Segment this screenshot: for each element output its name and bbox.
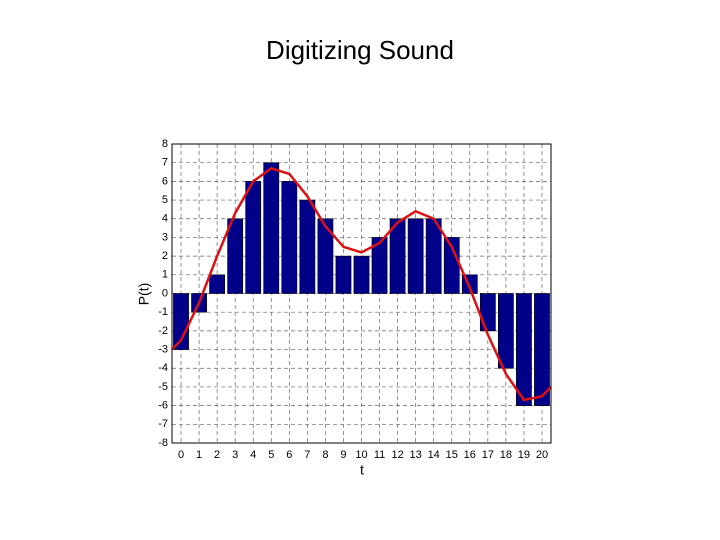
bar <box>516 293 532 406</box>
bar <box>534 293 550 406</box>
x-tick-label: 15 <box>446 449 458 461</box>
bar <box>479 293 496 332</box>
x-tick-label: 3 <box>232 449 238 461</box>
bar <box>299 199 316 294</box>
x-tick-label: 12 <box>391 449 403 461</box>
y-tick-label: -2 <box>158 325 168 337</box>
x-tick-label: 10 <box>355 449 367 461</box>
x-tick-label: 6 <box>286 449 292 461</box>
bar <box>425 218 442 294</box>
x-tick-label: 9 <box>340 449 346 461</box>
x-tick-label: 1 <box>196 449 202 461</box>
x-tick-label: 4 <box>250 449 256 461</box>
bar <box>263 162 280 294</box>
x-tick-label: 5 <box>268 449 274 461</box>
bar <box>245 181 262 294</box>
y-tick-label: 2 <box>162 250 168 262</box>
y-tick-label: 7 <box>162 157 168 169</box>
y-tick-label: 0 <box>162 287 168 299</box>
bar <box>335 255 352 294</box>
x-tick-label: 18 <box>500 449 512 461</box>
bar <box>371 237 388 294</box>
x-tick-label: 17 <box>482 449 494 461</box>
x-axis-label: t <box>360 462 364 478</box>
x-tick-label: 0 <box>178 449 184 461</box>
bar <box>227 218 244 294</box>
bar <box>389 218 406 294</box>
y-tick-label: -8 <box>158 437 168 449</box>
y-tick-label: 5 <box>162 194 168 206</box>
y-tick-label: -4 <box>158 362 168 374</box>
x-tick-label: 8 <box>322 449 328 461</box>
bar <box>317 218 334 294</box>
y-tick-label: -1 <box>158 306 168 318</box>
y-tick-label: -3 <box>158 343 168 355</box>
x-tick-label: 2 <box>214 449 220 461</box>
x-tick-label: 13 <box>410 449 422 461</box>
y-tick-label: 6 <box>162 175 168 187</box>
x-tick-label: 19 <box>518 449 530 461</box>
slide-title: Digitizing Sound <box>266 35 454 65</box>
y-tick-label: 8 <box>162 138 168 150</box>
curve <box>171 167 552 402</box>
y-tick-label: 4 <box>162 213 168 225</box>
x-tick-label: 20 <box>536 449 548 461</box>
bar <box>498 293 514 369</box>
x-tick-label: 11 <box>374 449 385 461</box>
y-tick-label: 3 <box>162 231 168 243</box>
bar <box>353 255 370 294</box>
bar <box>281 181 298 294</box>
bar <box>209 274 225 294</box>
y-tick-label: -5 <box>158 381 168 393</box>
y-tick-label: -7 <box>158 418 168 430</box>
x-tick-label: 16 <box>464 449 476 461</box>
y-tick-label: -6 <box>158 400 168 412</box>
y-axis-label: P(t) <box>136 283 152 306</box>
x-tick-label: 14 <box>428 449 440 461</box>
bar <box>407 218 424 294</box>
bar <box>173 293 189 350</box>
x-tick-label: 7 <box>304 449 310 461</box>
y-tick-label: 1 <box>162 269 168 281</box>
plot-frame <box>171 143 552 444</box>
